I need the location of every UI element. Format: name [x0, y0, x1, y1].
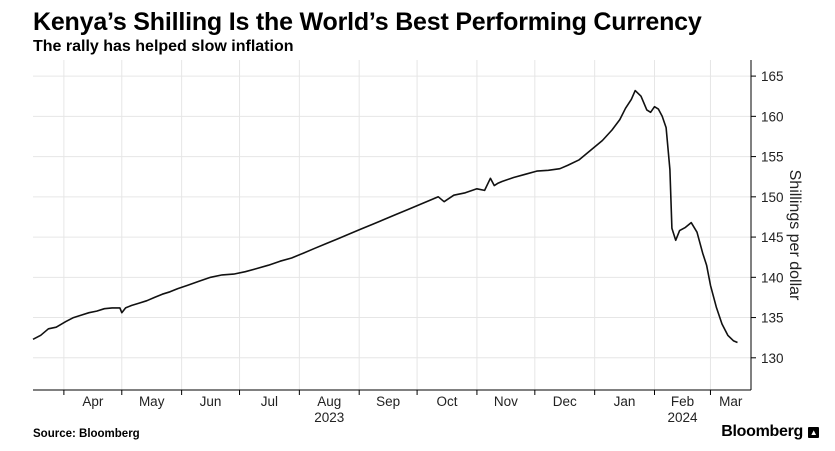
x-tick-label-jul: Jul: [261, 394, 278, 409]
x-year-label-2024: 2024: [667, 410, 698, 425]
y-axis-label: Shillings per dollar: [786, 170, 803, 301]
bloomberg-mark-icon: ▲: [808, 426, 819, 438]
series-line-0: [32, 89, 738, 344]
brand-name: Bloomberg: [721, 423, 803, 440]
chart-subtitle: The rally has helped slow inflation: [33, 38, 294, 55]
y-tick-label-155: 155: [761, 150, 784, 165]
grid: [33, 60, 751, 390]
source-note: Source: Bloomberg: [33, 428, 140, 440]
x-tick-label-jan: Jan: [614, 394, 636, 409]
x-tick-label-dec: Dec: [553, 394, 577, 409]
series-layer: [32, 89, 738, 344]
x-year-label-2023: 2023: [314, 410, 344, 425]
y-tick-label-165: 165: [761, 69, 784, 84]
y-tick-label-135: 135: [761, 311, 784, 326]
chart-title: Kenya’s Shilling Is the World’s Best Per…: [33, 8, 702, 36]
y-tick-label-150: 150: [761, 190, 784, 205]
y-tick-label-160: 160: [761, 109, 784, 124]
y-tick-label-130: 130: [761, 351, 784, 366]
x-tick-label-mar: Mar: [719, 394, 743, 409]
bloomberg-logo: Bloomberg ▲: [721, 423, 819, 441]
x-tick-label-nov: Nov: [494, 394, 518, 409]
y-tick-label-145: 145: [761, 230, 784, 245]
x-tick-label-sep: Sep: [376, 394, 400, 409]
x-tick-label-oct: Oct: [437, 394, 458, 409]
x-tick-label-may: May: [139, 394, 165, 409]
x-tick-label-apr: Apr: [82, 394, 104, 409]
y-tick-label-140: 140: [761, 270, 784, 285]
x-tick-label-aug: Aug: [317, 394, 341, 409]
x-tick-label-jun: Jun: [200, 394, 222, 409]
axes: 130 135 140 145 150 155 160 165 Apr May Jun Jul Aug S…: [33, 60, 784, 425]
x-tick-label-feb: Feb: [671, 394, 694, 409]
